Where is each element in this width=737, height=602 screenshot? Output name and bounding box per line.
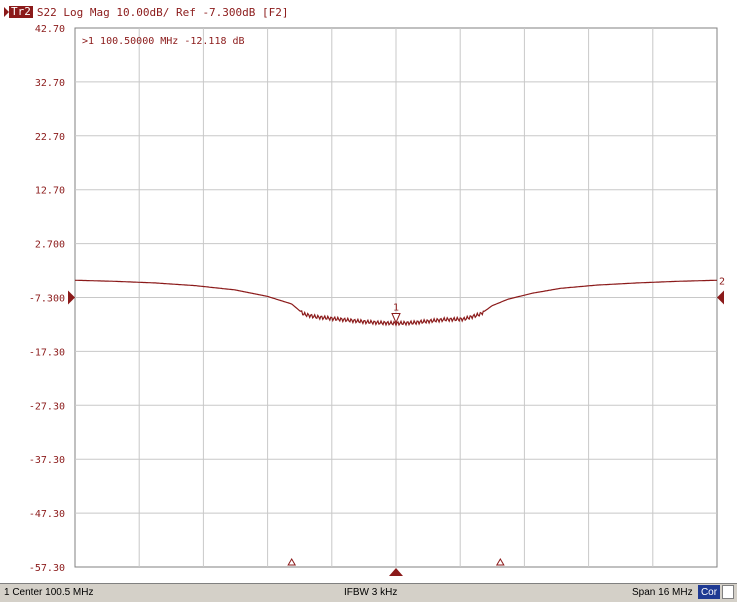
- status-span[interactable]: Span 16 MHz: [632, 587, 693, 598]
- plot-area[interactable]: 42.70 32.70 22.70 12.70 2.700 -7.300 -17.30 -27…: [0, 0, 737, 583]
- y-tick-label: 32.70: [35, 78, 65, 89]
- span-edge-marker-icon: [495, 558, 505, 566]
- marker-1-label: 1: [393, 302, 399, 313]
- y-tick-label: 12.70: [35, 186, 65, 197]
- status-indicator-box: [722, 585, 734, 599]
- y-tick-label: -37.30: [29, 455, 65, 466]
- center-frequency-arrow-icon: [389, 568, 403, 576]
- status-center-frequency[interactable]: 1 Center 100.5 MHz: [4, 587, 94, 598]
- y-tick-label: -17.30: [29, 347, 65, 358]
- correction-badge[interactable]: Cor: [698, 585, 720, 599]
- y-tick-label: -7.300: [29, 294, 65, 305]
- trace-active-arrow-icon: [4, 7, 9, 17]
- trace-settings-text: S22 Log Mag 10.00dB/ Ref -7.300dB [F2]: [36, 5, 289, 19]
- trace-s22-line: [75, 279, 717, 327]
- reference-level-right-arrow-icon: [717, 290, 724, 305]
- y-tick-label: -47.30: [29, 509, 65, 520]
- trace-tag[interactable]: Tr2: [4, 6, 33, 18]
- trace-header: Tr2 S22 Log Mag 10.00dB/ Ref -7.300dB [F…: [0, 0, 737, 24]
- y-tick-label: -57.30: [29, 563, 65, 574]
- y-tick-label: 42.70: [35, 24, 65, 35]
- span-edge-marker-icon: [287, 558, 297, 566]
- trace-2-edge-label: 2: [719, 276, 725, 287]
- status-bar: 1 Center 100.5 MHz IFBW 3 kHz Span 16 MH…: [0, 583, 737, 602]
- status-ifbw[interactable]: IFBW 3 kHz: [344, 587, 398, 598]
- trace-tag-label: Tr2: [9, 5, 33, 18]
- marker-1-icon: [391, 312, 401, 324]
- marker-readout: >1 100.50000 MHz -12.118 dB: [82, 36, 245, 47]
- y-tick-label: -27.30: [29, 401, 65, 412]
- reference-level-left-arrow-icon: [68, 290, 75, 305]
- y-tick-label: 22.70: [35, 132, 65, 143]
- y-tick-label: 2.700: [35, 240, 65, 251]
